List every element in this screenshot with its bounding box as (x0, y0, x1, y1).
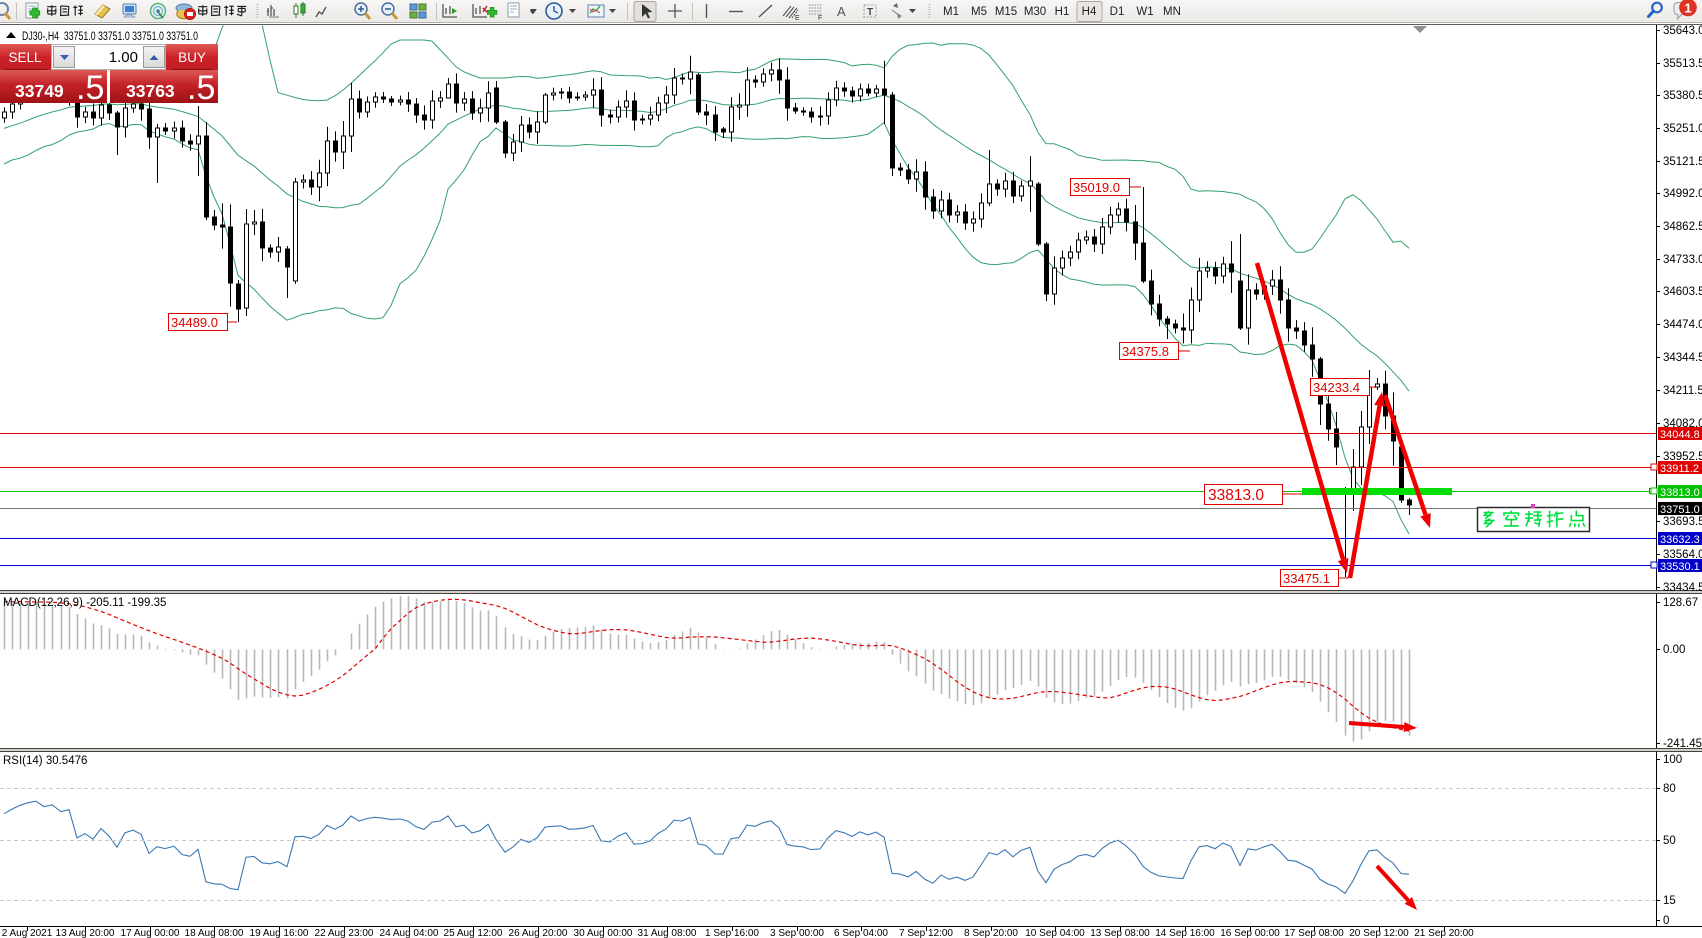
svg-text:80: 80 (1663, 783, 1676, 795)
svg-text:17 Sep 08:00: 17 Sep 08:00 (1284, 928, 1344, 938)
svg-text:RSI(14) 30.5476: RSI(14) 30.5476 (3, 755, 87, 767)
svg-text:2 Aug 2021: 2 Aug 2021 (2, 928, 53, 938)
svg-text:-241.45: -241.45 (1663, 738, 1702, 750)
svg-text:E: E (795, 15, 800, 22)
svg-text:34862.5: 34862.5 (1663, 221, 1702, 233)
svg-text:MN: MN (1163, 6, 1181, 18)
svg-text:T: T (867, 7, 873, 18)
svg-text:33632.3: 33632.3 (1660, 534, 1700, 546)
svg-text:33813.0: 33813.0 (1660, 487, 1700, 499)
svg-text:M15: M15 (995, 6, 1017, 18)
svg-text:33564.0: 33564.0 (1663, 549, 1702, 561)
svg-text:35019.0: 35019.0 (1073, 180, 1120, 195)
svg-text:.5: .5 (187, 69, 215, 107)
svg-text:33693.5: 33693.5 (1663, 516, 1702, 528)
svg-text:35251.0: 35251.0 (1663, 123, 1702, 135)
svg-text:19 Aug 16:00: 19 Aug 16:00 (250, 928, 309, 938)
svg-text:F: F (818, 15, 822, 22)
svg-text:30 Aug 00:00: 30 Aug 00:00 (574, 928, 633, 938)
svg-text:34344.5: 34344.5 (1663, 352, 1702, 364)
svg-text:.5: .5 (76, 69, 104, 107)
svg-text:20 Sep 12:00: 20 Sep 12:00 (1349, 928, 1409, 938)
svg-text:34489.0: 34489.0 (171, 315, 218, 330)
svg-text:35643.0: 35643.0 (1663, 25, 1702, 37)
svg-text:34233.4: 34233.4 (1313, 380, 1360, 395)
svg-text:16 Sep 00:00: 16 Sep 00:00 (1220, 928, 1280, 938)
svg-text:0: 0 (1663, 915, 1669, 927)
svg-text:15: 15 (1663, 895, 1676, 907)
svg-text:33475.1: 33475.1 (1283, 571, 1330, 586)
svg-text:1 Sep 16:00: 1 Sep 16:00 (705, 928, 759, 938)
svg-text:M5: M5 (971, 6, 987, 18)
svg-text:26 Aug 20:00: 26 Aug 20:00 (509, 928, 568, 938)
svg-text:22 Aug 23:00: 22 Aug 23:00 (315, 928, 374, 938)
svg-text:33763: 33763 (126, 81, 175, 101)
svg-text:33749: 33749 (15, 81, 64, 101)
svg-text:33434.5: 33434.5 (1663, 582, 1702, 594)
svg-text:D1: D1 (1110, 6, 1125, 18)
svg-text:18 Aug 08:00: 18 Aug 08:00 (185, 928, 244, 938)
svg-text:128.67: 128.67 (1663, 597, 1698, 609)
svg-text:1: 1 (1684, 1, 1691, 16)
svg-text:M1: M1 (943, 6, 959, 18)
svg-text:1.00: 1.00 (109, 49, 138, 66)
svg-text:14 Sep 16:00: 14 Sep 16:00 (1155, 928, 1215, 938)
svg-text:33952.5: 33952.5 (1663, 451, 1702, 463)
svg-text:33911.2: 33911.2 (1660, 463, 1699, 475)
svg-text:17 Aug 00:00: 17 Aug 00:00 (121, 928, 180, 938)
svg-text:SELL: SELL (8, 50, 42, 65)
svg-text:50: 50 (1663, 835, 1676, 847)
svg-text:33751.0: 33751.0 (1660, 504, 1700, 516)
svg-text:8 Sep 20:00: 8 Sep 20:00 (964, 928, 1018, 938)
svg-text:0.00: 0.00 (1663, 644, 1685, 656)
svg-text:33813.0: 33813.0 (1208, 487, 1264, 504)
svg-text:13 Aug 20:00: 13 Aug 20:00 (56, 928, 115, 938)
svg-text:24 Aug 04:00: 24 Aug 04:00 (380, 928, 439, 938)
svg-text:H4: H4 (1082, 6, 1097, 18)
svg-text:M30: M30 (1024, 6, 1046, 18)
svg-text:25 Aug 12:00: 25 Aug 12:00 (444, 928, 503, 938)
svg-text:35121.5: 35121.5 (1663, 156, 1702, 168)
svg-text:34474.0: 34474.0 (1663, 319, 1702, 331)
svg-text:34044.8: 34044.8 (1660, 429, 1700, 441)
svg-text:W1: W1 (1136, 6, 1153, 18)
svg-text:34211.5: 34211.5 (1663, 385, 1702, 397)
svg-text:3 Sep 00:00: 3 Sep 00:00 (770, 928, 824, 938)
svg-text:13 Sep 08:00: 13 Sep 08:00 (1090, 928, 1150, 938)
svg-text:A: A (837, 4, 846, 19)
svg-text:6 Sep 04:00: 6 Sep 04:00 (834, 928, 888, 938)
svg-text:35380.5: 35380.5 (1663, 90, 1702, 102)
svg-text:34992.0: 34992.0 (1663, 188, 1702, 200)
svg-text:34375.8: 34375.8 (1122, 344, 1169, 359)
svg-text:34733.0: 34733.0 (1663, 254, 1702, 266)
svg-text:BUY: BUY (178, 50, 206, 65)
svg-text:100: 100 (1663, 754, 1682, 766)
svg-text:31 Aug 08:00: 31 Aug 08:00 (638, 928, 697, 938)
svg-text:21 Sep 20:00: 21 Sep 20:00 (1414, 928, 1474, 938)
svg-text:H1: H1 (1055, 6, 1070, 18)
svg-text:7 Sep 12:00: 7 Sep 12:00 (899, 928, 953, 938)
svg-text:MACD(12,26,9) -205.11 -199.35: MACD(12,26,9) -205.11 -199.35 (3, 597, 166, 609)
svg-text:35513.5: 35513.5 (1663, 58, 1702, 70)
svg-text:33530.1: 33530.1 (1660, 561, 1700, 573)
svg-text:DJ30-,H4 33751.0 33751.0 3375: DJ30-,H4 33751.0 33751.0 33751.0 33751.0 (22, 31, 198, 43)
svg-text:10 Sep 04:00: 10 Sep 04:00 (1025, 928, 1085, 938)
svg-text:34603.5: 34603.5 (1663, 286, 1702, 298)
